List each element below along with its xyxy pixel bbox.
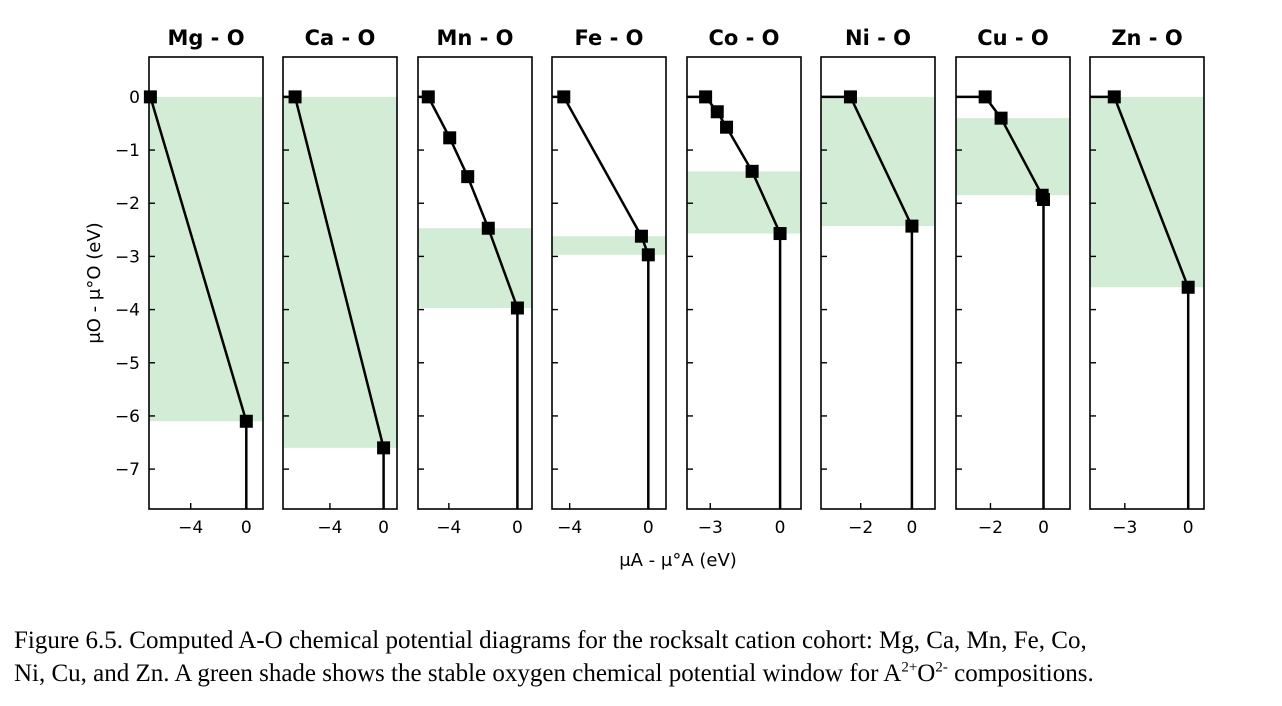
y-axis-label-group: μO - μ°O (eV): [84, 222, 105, 343]
panel-frame: [282, 56, 398, 510]
data-point-marker: [699, 90, 713, 104]
x-tick-label: 0: [241, 518, 252, 538]
data-point-marker: [994, 111, 1008, 125]
phase-boundary-line: [552, 95, 650, 509]
data-point-marker: [710, 105, 724, 119]
x-tick-label: 0: [643, 518, 654, 538]
data-point-marker: [288, 90, 302, 104]
data-point-marker: [461, 170, 475, 184]
y-tick-label: −3: [115, 247, 140, 267]
data-point-marker: [641, 248, 655, 262]
x-tick-label: 0: [775, 518, 786, 538]
panel-title: Zn - O: [1111, 26, 1182, 50]
data-point-marker: [1181, 280, 1195, 294]
data-point-marker: [843, 90, 857, 104]
panel-frame: [1089, 56, 1205, 510]
x-tick-label: 0: [1038, 518, 1049, 538]
caption-line-2b: O: [917, 660, 936, 687]
panel-6: −2 0 Ni - O: [820, 26, 936, 538]
panel-title: Mn - O: [436, 26, 513, 50]
caption-line-2c: compositions.: [947, 660, 1094, 687]
x-tick-label: 0: [512, 518, 523, 538]
x-tick-label: −2: [848, 518, 873, 538]
panels-group: 0 −1 −2 −3 −4 −5 −6 −7 −4 0 Mg - O −4 0 Ca - O −4 0 Mn -…: [115, 26, 1205, 538]
panel-frame: [551, 56, 667, 510]
data-point-marker: [481, 221, 495, 235]
phase-boundary-line: [1090, 95, 1190, 509]
panel-4: −4 0 Fe - O: [551, 26, 667, 538]
caption-line-2a: Ni, Cu, and Zn. A green shade shows the …: [14, 660, 902, 687]
stable-window-shade: [418, 228, 532, 308]
panel-title: Fe - O: [575, 26, 644, 50]
y-tick-label: −5: [115, 354, 140, 374]
x-tick-label: −4: [436, 518, 461, 538]
phase-boundary-line: [821, 95, 914, 509]
y-tick-label: −2: [115, 194, 140, 214]
x-tick-label: 0: [1183, 518, 1194, 538]
x-tick-label: −3: [698, 518, 723, 538]
caption-line-1: Figure 6.5. Computed A-O chemical potent…: [14, 627, 1087, 654]
stable-window-shade: [821, 96, 935, 227]
panel-title: Ni - O: [845, 26, 911, 50]
x-tick-label: 0: [907, 518, 918, 538]
panel-frame: [148, 56, 264, 510]
y-tick-label: −1: [115, 141, 140, 161]
panel-title: Mg - O: [167, 26, 244, 50]
panel-title: Co - O: [708, 26, 779, 50]
data-point-marker: [720, 120, 734, 134]
x-tick-label: −3: [1112, 518, 1137, 538]
data-point-marker: [1036, 193, 1050, 207]
caption-superscript-anion: 2-: [935, 659, 948, 676]
panel-3: −4 0 Mn - O: [417, 26, 533, 538]
data-point-marker: [634, 229, 648, 243]
panel-8: −3 0 Zn - O: [1089, 26, 1205, 538]
panel-title: Cu - O: [977, 26, 1049, 50]
panel-7: −2 0 Cu - O: [955, 26, 1071, 538]
data-point-marker: [377, 441, 391, 455]
panel-frame: [820, 56, 936, 510]
figure-caption: Figure 6.5. Computed A-O chemical potent…: [14, 624, 1276, 690]
data-point-marker: [905, 219, 919, 233]
data-point-marker: [239, 414, 253, 428]
panel-frame: [686, 56, 802, 510]
x-axis-label-group: μA - μ°A (eV): [619, 550, 737, 571]
data-point-marker: [978, 90, 992, 104]
stable-window-shade: [149, 96, 263, 422]
y-tick-label: −4: [115, 301, 140, 321]
y-tick-label: −6: [115, 407, 140, 427]
panel-frame: [417, 56, 533, 510]
data-point-marker: [443, 131, 457, 145]
x-tick-label: −4: [317, 518, 342, 538]
y-axis-label: μO - μ°O (eV): [84, 222, 105, 343]
stable-window-shade: [687, 171, 801, 234]
stable-window-shade: [1090, 96, 1204, 288]
panel-title: Ca - O: [305, 26, 376, 50]
y-tick-label: −7: [115, 460, 140, 480]
data-point-marker: [421, 90, 435, 104]
y-tick-label: 0: [129, 88, 140, 108]
x-tick-label: 0: [378, 518, 389, 538]
data-point-marker: [510, 301, 524, 315]
panel-1: 0 −1 −2 −3 −4 −5 −6 −7 −4 0 Mg - O: [115, 26, 264, 538]
panel-frame: [955, 56, 1071, 510]
data-point-marker: [745, 164, 759, 178]
panel-2: −4 0 Ca - O: [282, 26, 398, 538]
data-point-marker: [773, 227, 787, 241]
x-tick-label: −2: [978, 518, 1003, 538]
data-point-marker: [557, 90, 571, 104]
x-axis-label: μA - μ°A (eV): [619, 550, 737, 571]
chemical-potential-figure: 0 −1 −2 −3 −4 −5 −6 −7 −4 0 Mg - O −4 0 Ca - O −4 0 Mn -…: [84, 26, 1205, 571]
stable-window-shade: [956, 118, 1070, 196]
x-tick-label: −4: [178, 518, 203, 538]
caption-superscript-cation: 2+: [901, 659, 918, 676]
panel-5: −3 0 Co - O: [686, 26, 802, 538]
data-point-marker: [1107, 90, 1121, 104]
phase-boundary-line: [687, 95, 782, 509]
x-tick-label: −4: [557, 518, 582, 538]
